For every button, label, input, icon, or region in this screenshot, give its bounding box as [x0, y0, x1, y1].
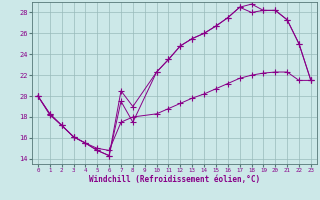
X-axis label: Windchill (Refroidissement éolien,°C): Windchill (Refroidissement éolien,°C) [89, 175, 260, 184]
